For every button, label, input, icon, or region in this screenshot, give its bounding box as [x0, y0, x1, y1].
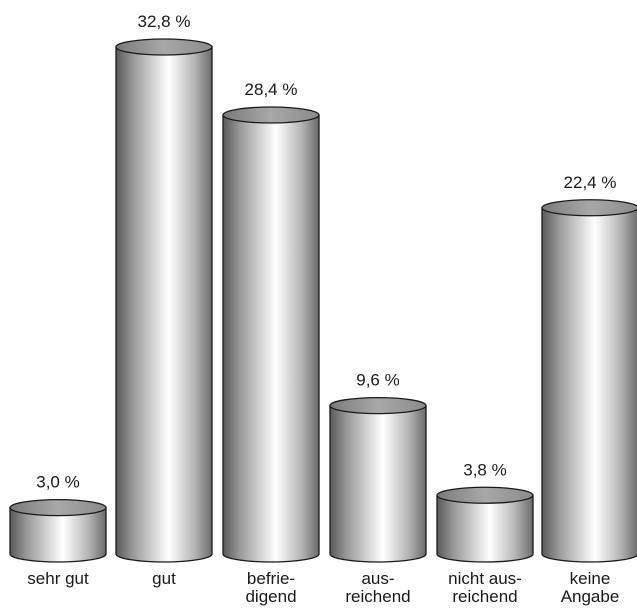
bar-body [329, 404, 427, 563]
data-label: 9,6 % [356, 371, 399, 390]
bar-3 [329, 396, 427, 563]
bar-top [329, 396, 427, 415]
bar-top [436, 486, 534, 504]
bar-body [9, 506, 107, 563]
category-label: befrie-digend [245, 569, 296, 606]
bar-5 [541, 199, 637, 563]
category-label: gut [152, 569, 176, 588]
bar-top [222, 106, 320, 124]
data-label: 32,8 % [138, 12, 191, 31]
bar-body [541, 207, 637, 563]
bar-top [115, 38, 213, 56]
data-label: 28,4 % [245, 80, 298, 99]
category-label: aus-reichend [345, 569, 410, 606]
category-label: nicht aus-reichend [448, 569, 522, 606]
bar-body [222, 114, 320, 563]
category-label: sehr gut [27, 569, 89, 588]
bar-2 [222, 106, 320, 563]
bar-1 [115, 38, 213, 563]
bar-0 [9, 498, 107, 563]
category-label: keine Angabe [561, 569, 620, 606]
bar-top [9, 498, 107, 517]
data-label: 3,8 % [463, 460, 506, 479]
data-label: 3,0 % [36, 473, 79, 492]
bar-body [436, 494, 534, 563]
bar-body [115, 46, 213, 563]
data-label: 22,4 % [564, 173, 617, 192]
bar-top [541, 199, 637, 217]
bar-4 [436, 486, 534, 563]
